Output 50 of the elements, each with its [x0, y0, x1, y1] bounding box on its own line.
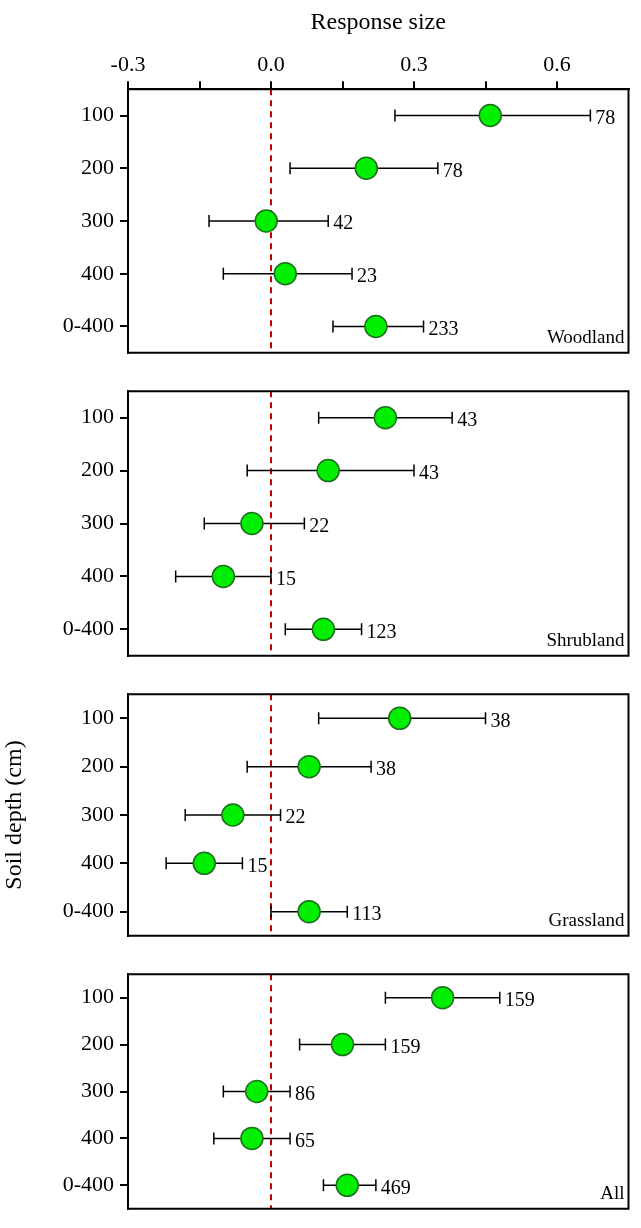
annotation: 159	[504, 987, 535, 1010]
annotation: 113	[352, 901, 382, 924]
annotation: 22	[309, 513, 330, 536]
annotation: 78	[595, 105, 616, 128]
annotation: 233	[428, 316, 459, 339]
annotation: 65	[295, 1128, 316, 1151]
y-tick-label: 100	[81, 983, 114, 1009]
annotation: Woodland	[546, 325, 625, 347]
annotation: 86	[295, 1081, 316, 1104]
annotation: 23	[357, 263, 378, 286]
y-tick-label: 100	[81, 704, 114, 730]
annotation: 15	[276, 566, 296, 589]
y-tick-label: 0-400	[62, 1171, 114, 1197]
y-tick-label: 200	[81, 1030, 114, 1056]
annotation: 22	[285, 805, 306, 828]
y-tick-label: 200	[81, 154, 114, 180]
y-tick-label: 300	[81, 509, 114, 535]
y-tick-label: 100	[81, 101, 114, 127]
annotation: 43	[419, 460, 439, 483]
annotation: 38	[490, 708, 511, 731]
x-axis-title: Response size	[310, 7, 446, 34]
x-tick-label: 0.0	[257, 50, 285, 76]
annotation: All	[600, 1181, 625, 1203]
y-tick-label: 0-400	[62, 615, 114, 641]
annotation: Grassland	[548, 908, 625, 930]
y-tick-label: 0-400	[62, 897, 114, 923]
annotation: 42	[333, 211, 354, 234]
annotation: Shrubland	[546, 628, 625, 650]
y-tick-label: 400	[81, 849, 114, 875]
y-tick-label: 400	[81, 1124, 114, 1150]
annotation: 469	[380, 1175, 411, 1198]
annotation: 43	[457, 407, 478, 430]
y-axis-title: Soil depth (cm)	[0, 740, 26, 890]
y-tick-label: 100	[81, 403, 114, 429]
annotation: 123	[366, 619, 397, 642]
y-tick-label: 300	[81, 206, 114, 232]
annotation: 15	[247, 853, 268, 876]
annotation: 78	[442, 158, 463, 181]
y-tick-label: 400	[81, 259, 114, 285]
annotation: 159	[390, 1034, 421, 1057]
y-tick-label: 200	[81, 456, 114, 482]
x-tick-label: 0.3	[400, 50, 428, 76]
x-tick-label: 0.6	[543, 50, 571, 76]
annotation: 38	[376, 756, 397, 779]
y-tick-label: 0-400	[62, 312, 114, 338]
y-tick-label: 400	[81, 562, 114, 588]
x-tick-label: -0.3	[110, 50, 146, 76]
y-tick-label: 300	[81, 1077, 114, 1103]
y-tick-label: 300	[81, 800, 114, 826]
y-tick-label: 200	[81, 752, 114, 778]
